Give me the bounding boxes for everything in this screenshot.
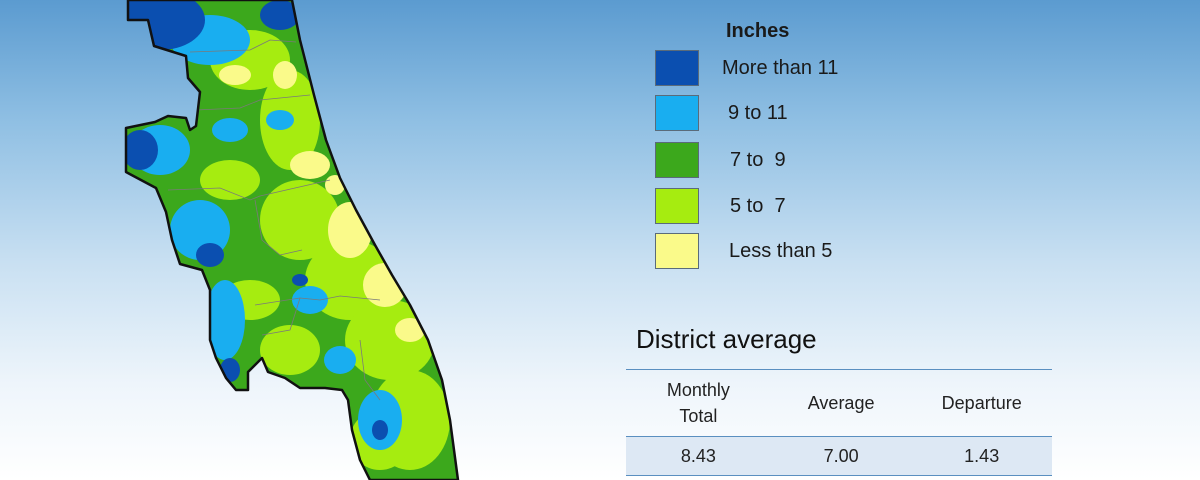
value-average: 7.00 — [770, 436, 912, 476]
legend-swatch — [655, 142, 699, 178]
header-monthly-total: Monthly Total — [626, 369, 771, 437]
legend-label: More than 11 — [722, 57, 839, 79]
legend-label: Less than 5 — [729, 240, 833, 262]
value-departure: 1.43 — [911, 436, 1052, 476]
district-outline — [124, 0, 460, 480]
legend-swatch — [655, 95, 699, 131]
district-average-title: District average — [636, 324, 817, 354]
legend-label: 5 to 7 — [730, 195, 786, 217]
header-average: Average — [770, 369, 912, 437]
legend-swatch — [655, 50, 699, 86]
table-row: 8.43 7.00 1.43 — [626, 436, 1052, 476]
legend-label: 7 to 9 — [730, 149, 786, 171]
header-departure: Departure — [911, 369, 1052, 437]
legend-swatch — [655, 233, 699, 269]
legend-label: 9 to 11 — [728, 102, 788, 124]
legend-title: Inches — [726, 20, 790, 42]
legend-swatch — [655, 188, 699, 224]
value-monthly-total: 8.43 — [626, 436, 771, 476]
district-average-table: Monthly Total Average Departure 8.43 7.0… — [626, 369, 1052, 476]
rainfall-map — [124, 0, 460, 480]
